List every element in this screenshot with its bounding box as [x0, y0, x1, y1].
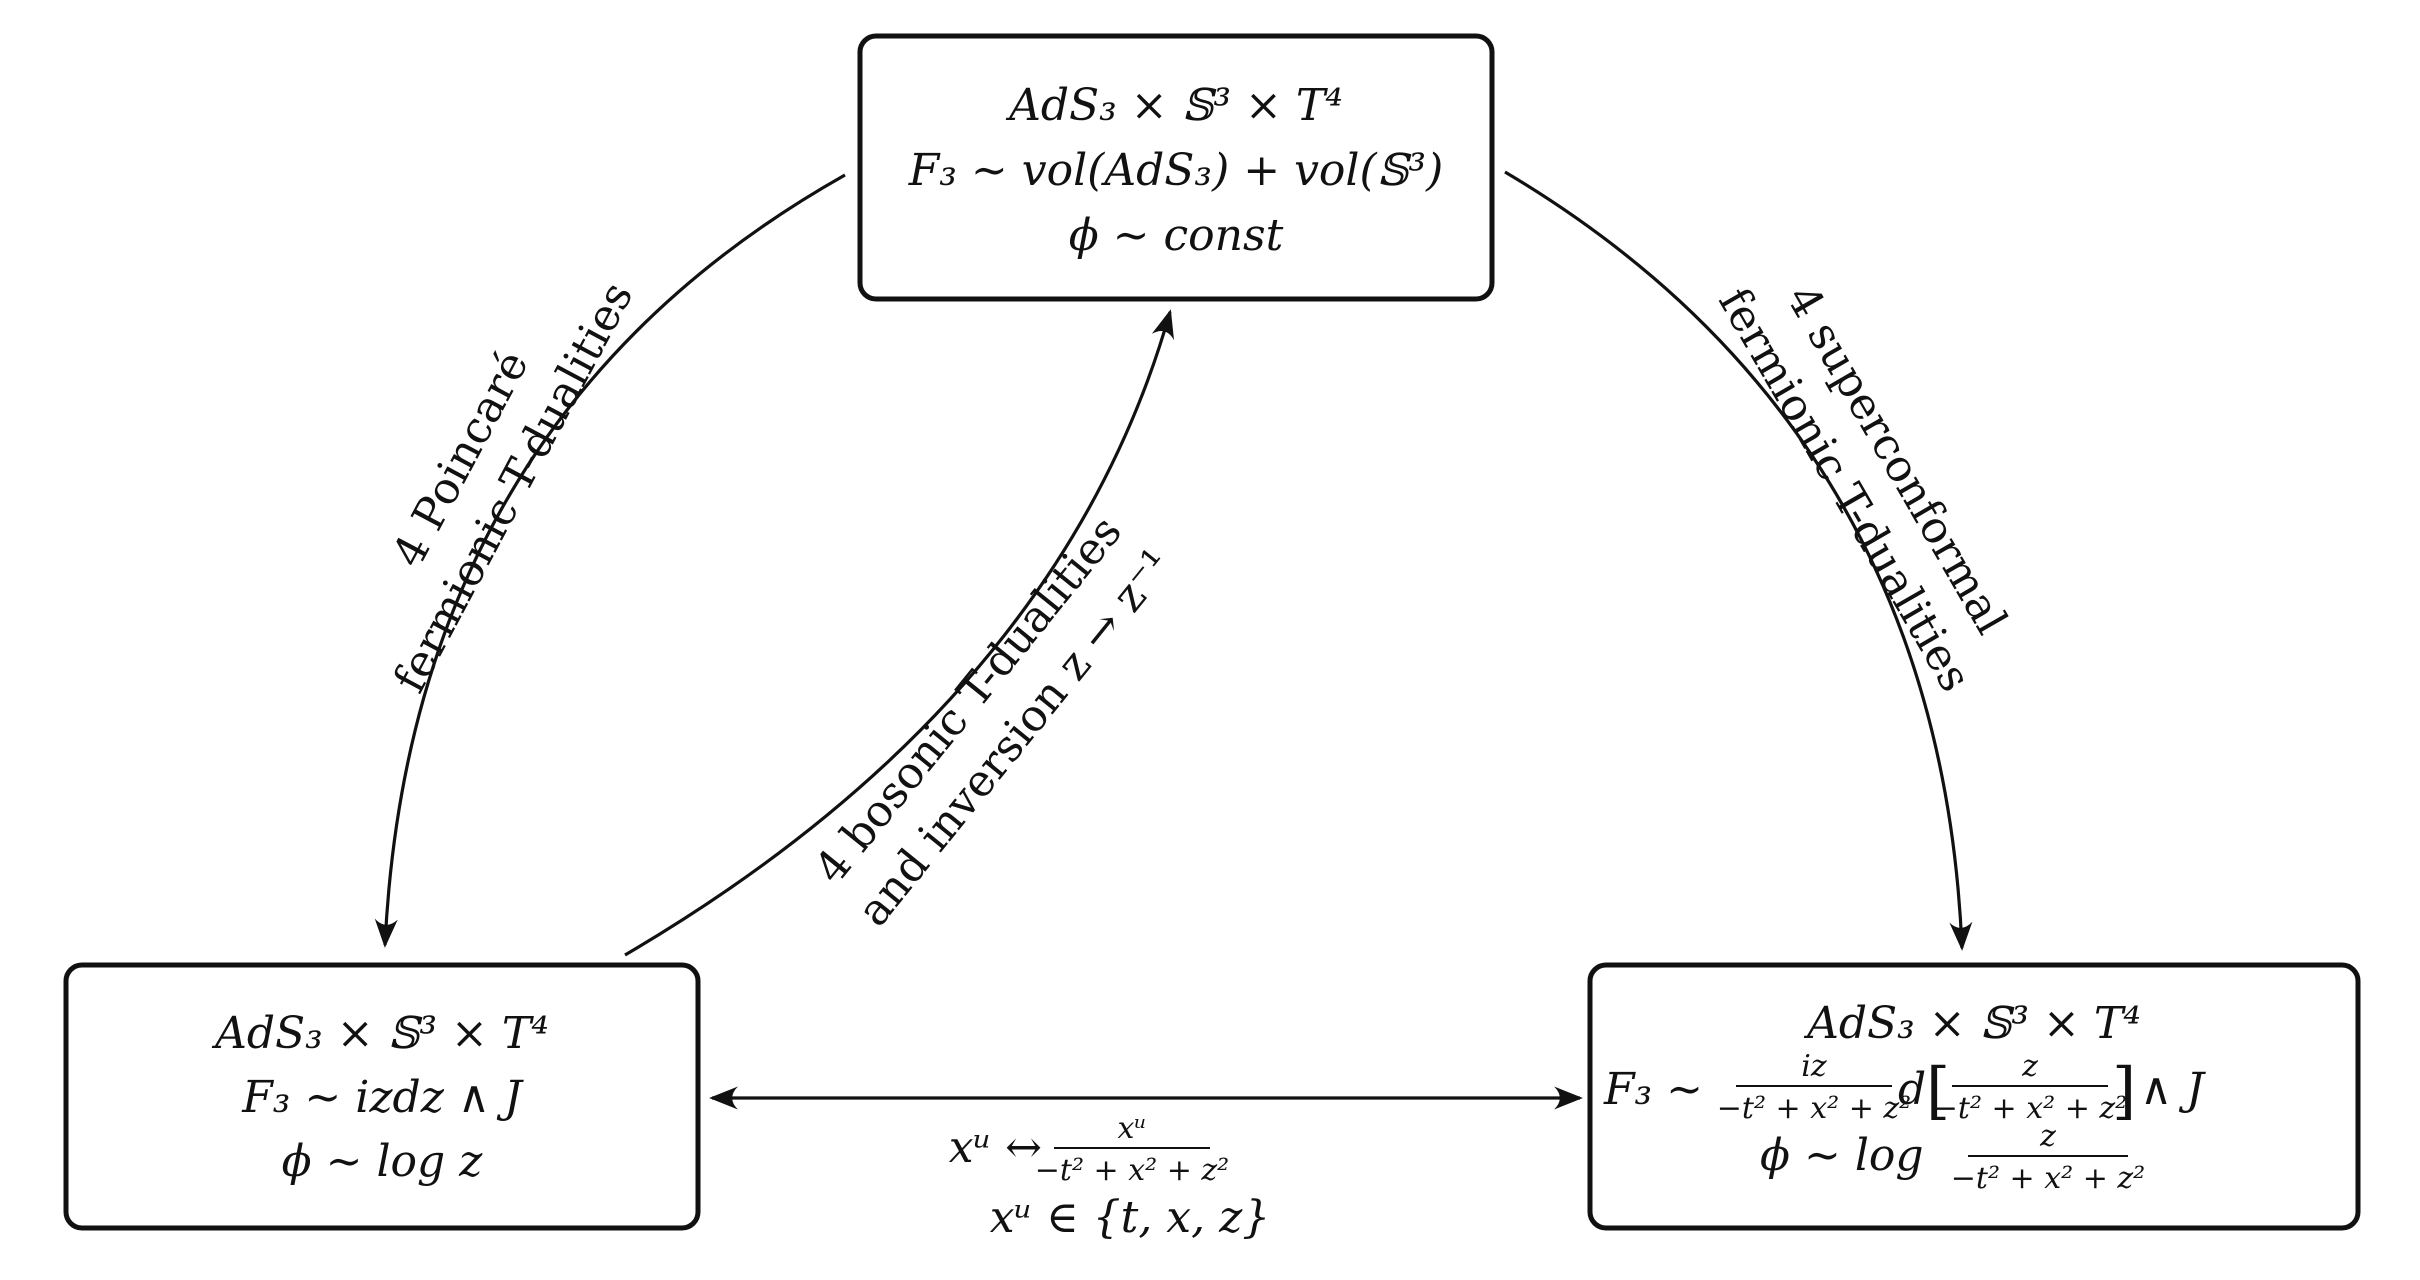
node-bottom-left: AdS₃ × 𝕊³ × T⁴ F₃ ∼ izdz ∧ J ϕ ∼ log z — [63, 962, 701, 1231]
node-bottom-left-dilaton: ϕ ∼ log z — [282, 1136, 484, 1187]
edge-bottom-map-num: xᵘ — [1118, 1111, 1147, 1146]
node-bottom-right-dilaton-frac-num: z — [2039, 1119, 2056, 1154]
arrow-bottom-left-to-top — [624, 309, 1175, 957]
node-top-flux: F₃ ∼ vol(AdS₃) + vol(𝕊³) — [908, 145, 1444, 196]
edge-right-label: 4 superconformal fermionic T-dualities — [1708, 277, 2017, 701]
node-top-frame — [857, 33, 1495, 302]
node-bottom-right: AdS₃ × 𝕊³ × T⁴ F₃ ∼ iz −t² + x² + z² d [… — [1587, 962, 2361, 1231]
node-bottom-right-bracket-close: ] — [2112, 1054, 2136, 1127]
edge-middle-label-line2: and inversion z → z⁻¹ — [848, 540, 1183, 936]
edge-bottom-domain: xᵘ ∈ {t, x, z} — [990, 1192, 1271, 1243]
node-top-geometry: AdS₃ × 𝕊³ × T⁴ — [1005, 80, 1343, 131]
node-bottom-right-bracket-num: z — [2021, 1049, 2038, 1084]
node-bottom-right-dilaton-prefix: ϕ ∼ log — [1760, 1130, 1924, 1181]
node-bottom-right-bracket-den: −t² + x² + z² — [1933, 1091, 2127, 1126]
node-bottom-right-bracket-open: [ — [1926, 1054, 1950, 1127]
edge-bottom-map-prefix: xᵘ ↔ — [949, 1122, 1042, 1173]
node-bottom-right-dilaton-frac-den: −t² + x² + z² — [1951, 1161, 2145, 1196]
edge-middle-label: 4 bosonic T-dualities and inversion z → … — [805, 507, 1183, 936]
edge-left-label: 4 Poincaré fermionic T-dualities — [383, 274, 644, 701]
node-bottom-left-flux: F₃ ∼ izdz ∧ J — [241, 1072, 524, 1123]
node-bottom-left-geometry: AdS₃ × 𝕊³ × T⁴ — [211, 1008, 549, 1059]
arrow-top-to-bottom-left — [374, 173, 846, 948]
edge-bottom-map-den: −t² + x² + z² — [1035, 1153, 1229, 1188]
node-bottom-right-geometry: AdS₃ × 𝕊³ × T⁴ — [1803, 998, 2141, 1049]
node-bottom-right-flux-prefix: F₃ ∼ — [1603, 1064, 1703, 1115]
edge-bottom-label: xᵘ ↔ xᵘ −t² + x² + z² xᵘ ∈ {t, x, z} — [949, 1111, 1271, 1243]
node-top: AdS₃ × 𝕊³ × T⁴ F₃ ∼ vol(AdS₃) + vol(𝕊³) … — [857, 33, 1495, 302]
node-bottom-right-flux-frac-den: −t² + x² + z² — [1717, 1091, 1911, 1126]
node-bottom-right-flux-d: d — [1898, 1064, 1926, 1115]
node-bottom-right-frame — [1587, 962, 2361, 1231]
node-bottom-right-flux-suffix: ∧ J — [2140, 1064, 2206, 1115]
node-bottom-right-flux-frac-num: iz — [1801, 1049, 1827, 1084]
node-bottom-left-frame — [63, 962, 701, 1231]
node-top-dilaton: ϕ ∼ const — [1069, 210, 1284, 261]
arrow-top-to-bottom-right — [1504, 170, 1973, 951]
